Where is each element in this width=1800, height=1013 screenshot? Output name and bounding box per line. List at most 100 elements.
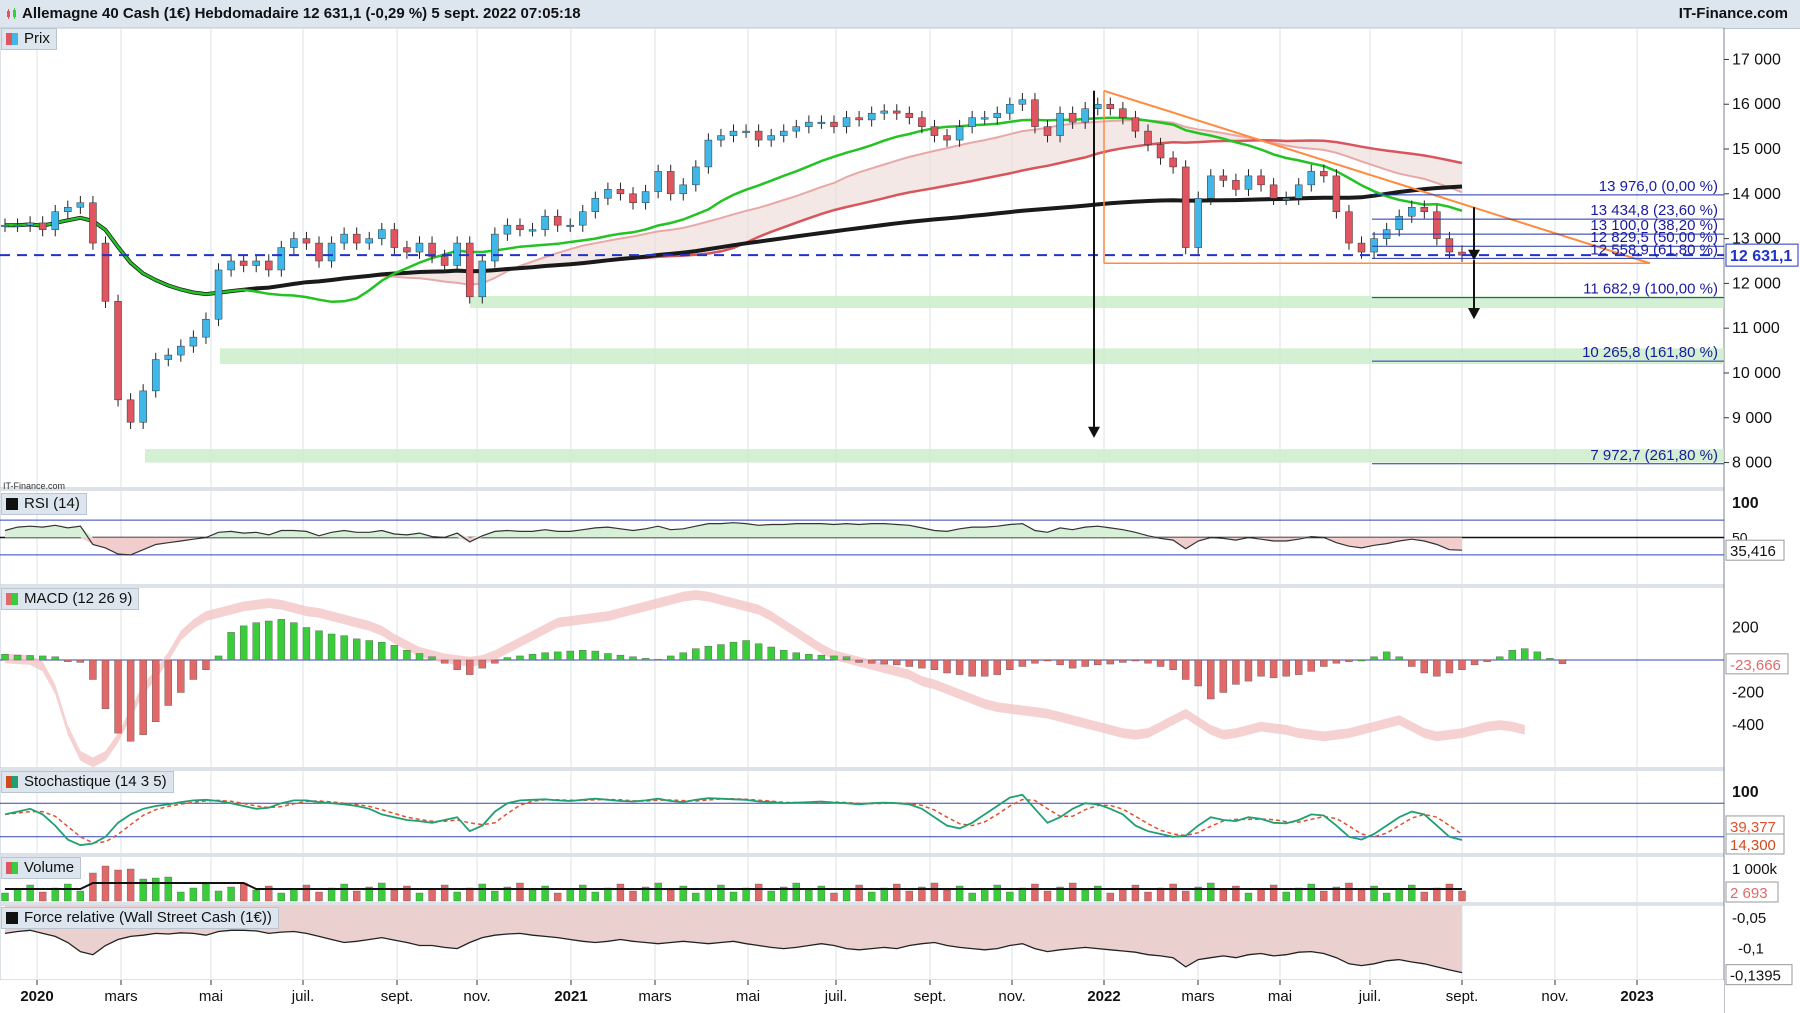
candle-body	[139, 390, 147, 423]
macd-bar	[1433, 659, 1441, 677]
candle-body	[905, 112, 914, 118]
candle-body	[101, 242, 110, 302]
candle-body	[51, 211, 59, 230]
candle-body	[1194, 198, 1202, 248]
candle-body	[943, 135, 951, 141]
volume-bar	[1106, 892, 1114, 902]
macd-bar	[1395, 656, 1403, 661]
volume-bar	[1357, 889, 1366, 902]
volume-bar	[968, 892, 976, 902]
candle-body	[817, 121, 826, 124]
volume-bar	[403, 885, 411, 902]
volume-bar	[1219, 889, 1228, 902]
fib-label-4: 12 558,9 (61,80 %)	[1590, 241, 1718, 258]
volume-bar	[252, 889, 260, 902]
macd-bar	[239, 625, 248, 661]
candle-body	[566, 224, 574, 227]
macd-bar	[1018, 659, 1027, 667]
price-last-box	[1725, 243, 1799, 267]
candle-body	[1031, 99, 1039, 127]
x-tick-label-14: mai	[1268, 988, 1292, 1005]
stoch-d-value: 39,377	[1730, 819, 1776, 836]
x-tick-label-4: sept.	[381, 988, 414, 1005]
volume-bar	[516, 882, 524, 902]
macd-bar	[704, 645, 713, 661]
volume-bar	[277, 892, 285, 902]
volume-bar	[340, 883, 348, 902]
volume-bar	[554, 892, 562, 902]
macd-bar	[503, 657, 512, 661]
volume-bar	[1232, 885, 1240, 902]
panel-tag-macd[interactable]: MACD (12 26 9)	[1, 588, 140, 610]
candle-body	[1056, 112, 1064, 136]
fib-label-3: 12 829,5 (50,00 %)	[1590, 229, 1718, 246]
candle-body	[980, 117, 989, 120]
volume-bar	[754, 883, 763, 902]
macd-bar	[1131, 659, 1140, 662]
macd-bar	[1307, 659, 1315, 672]
volume-bar	[164, 876, 172, 902]
macd-bar	[1232, 659, 1240, 685]
macd-bar	[1282, 659, 1290, 677]
macd-bar	[189, 659, 198, 680]
volume-bar	[943, 889, 951, 902]
volume-bar	[1408, 884, 1416, 902]
volume-bar	[1, 892, 9, 902]
candle-body	[893, 110, 901, 114]
panel-tag-volume[interactable]: Volume	[1, 857, 82, 879]
candle-body	[189, 336, 198, 347]
macd-bar	[352, 638, 361, 661]
candle-body	[465, 242, 474, 298]
macd-bar	[1156, 659, 1165, 667]
volume-bar	[1332, 886, 1341, 902]
candle-body	[76, 202, 85, 208]
macd-bar	[905, 659, 914, 667]
force-tick-0: -0,05	[1732, 910, 1766, 927]
macd-tick-0: 200	[1732, 620, 1759, 637]
candle-body	[842, 117, 851, 127]
macd-bar	[717, 644, 725, 661]
stoch-k-box	[1725, 833, 1785, 855]
candle-body	[1207, 175, 1215, 199]
macd-bar	[867, 659, 876, 664]
macd-bar	[1081, 659, 1089, 667]
candle-body	[151, 359, 160, 392]
candle-body	[277, 247, 286, 271]
x-tick-label-7: mars	[638, 988, 671, 1005]
macd-bar	[830, 655, 838, 661]
candle-body	[26, 222, 34, 226]
candle-body	[704, 139, 713, 168]
volume-bar	[1269, 884, 1278, 902]
candle-body	[64, 207, 72, 212]
candle-body	[491, 233, 499, 262]
volume-bar	[126, 868, 135, 902]
candle-body	[1131, 117, 1140, 132]
macd-bar	[767, 646, 775, 661]
macd-bar	[817, 654, 826, 661]
fib-label-6: 10 265,8 (161,80 %)	[1582, 344, 1718, 361]
price-tick-label-5: 12 000	[1732, 275, 1781, 292]
candle-body	[177, 345, 185, 356]
candle-body	[679, 184, 688, 195]
candle-body	[1320, 171, 1328, 177]
x-tick-label-0: 2020	[20, 988, 53, 1005]
candle-body	[1119, 108, 1127, 118]
candle-body	[641, 191, 650, 204]
panel-tag-rsi[interactable]: RSI (14)	[1, 493, 87, 515]
panel-tag-stoch[interactable]: Stochastique (14 3 5)	[1, 771, 174, 793]
volume-bar	[993, 884, 1001, 902]
macd-bar	[403, 650, 411, 661]
panel-label-macd: MACD (12 26 9)	[24, 590, 133, 607]
panel-tag-force[interactable]: Force relative (Wall Street Cash (1€))	[1, 907, 279, 929]
candle-body	[742, 130, 750, 133]
macd-bar	[591, 650, 600, 661]
macd-bar	[742, 640, 750, 661]
volume-swatch-icon	[6, 862, 18, 874]
panel-tag-prix[interactable]: Prix	[1, 28, 57, 50]
macd-bar	[1043, 659, 1052, 662]
macd-bar	[943, 659, 951, 674]
candle-body	[855, 117, 863, 121]
macd-bar	[842, 656, 851, 661]
macd-bar	[114, 659, 122, 734]
